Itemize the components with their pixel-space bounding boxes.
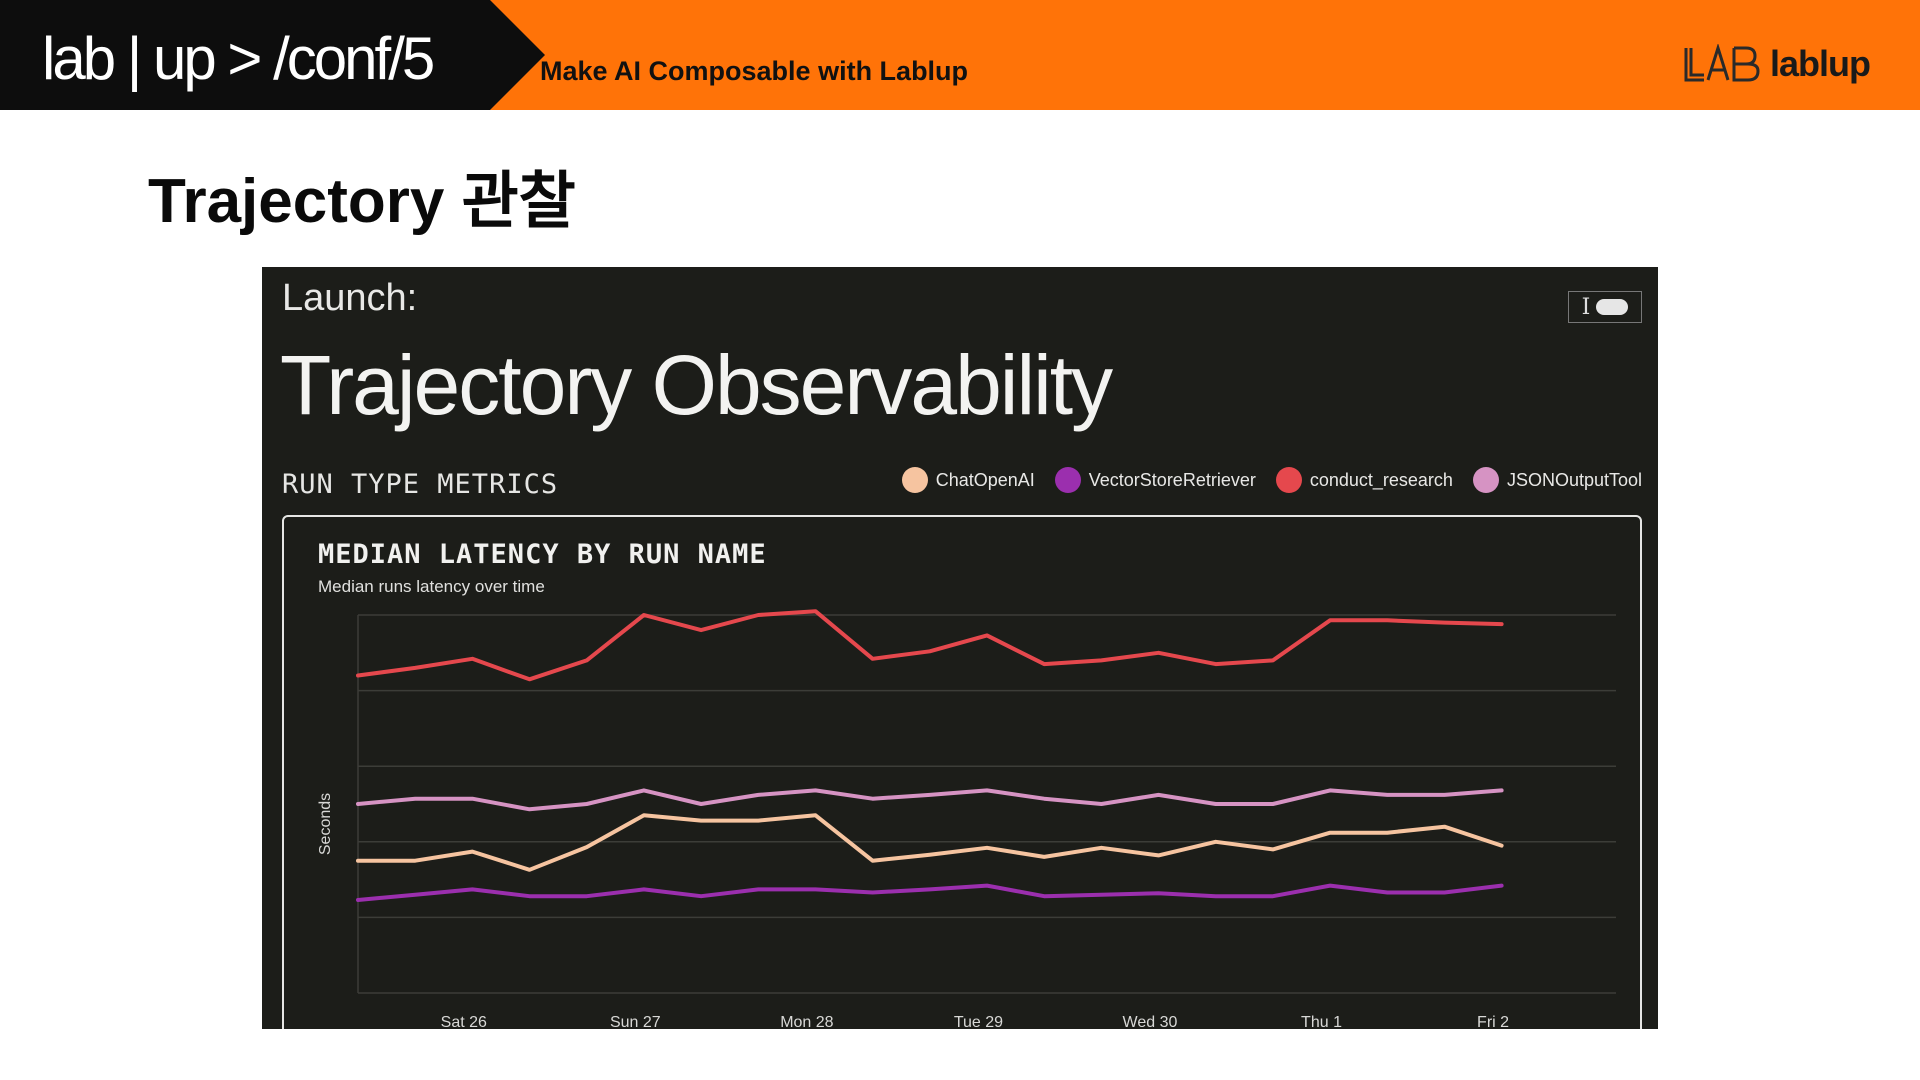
logo-text: lablup [1770, 43, 1871, 84]
slide-title: Trajectory 관찰 [148, 167, 576, 236]
chart-legend: ChatOpenAI VectorStoreRetriever conduct_… [901, 467, 1642, 493]
x-tick-label: Mon 28 [780, 1014, 833, 1029]
header-tagline: Make AI Composable with Lablup [540, 56, 969, 86]
legend-item-jsonoutputtool[interactable]: JSONOutputTool [1472, 467, 1642, 493]
series-line-vectorstoreretriever [356, 883, 1504, 902]
panel-title: Trajectory Observability [280, 338, 1113, 432]
chart-title: MEDIAN LATENCY BY RUN NAME [318, 539, 767, 570]
legend-label: JSONOutputTool [1506, 469, 1642, 490]
x-tick-label: Wed 30 [1123, 1014, 1178, 1029]
section-label: RUN TYPE METRICS [282, 469, 559, 500]
x-tick-label: Sun 27 [610, 1014, 661, 1029]
y-axis-label: Seconds [317, 793, 334, 855]
x-tick-label: Fri 2 [1477, 1014, 1509, 1029]
legend-dot-vectorstoreretriever [1054, 467, 1081, 493]
x-tick-label: Sat 26 [441, 1014, 487, 1029]
brand-block: lab | up > /conf/5 [0, 0, 545, 110]
launch-label: Launch: [282, 277, 418, 319]
latency-line-chart[interactable]: Seconds Sat 26 Sun 27 Mon 28 Tue 29 Wed 30 Thu… [284, 517, 1644, 1029]
legend-label: ChatOpenAI [935, 469, 1035, 490]
link-toggle-icon [1596, 299, 1629, 315]
brand-background [0, 0, 545, 110]
observability-panel: Launch: Trajectory Observability I RUN T… [262, 267, 1658, 1029]
corner-controls[interactable]: I [1568, 291, 1642, 323]
legend-item-vectorstoreretriever[interactable]: VectorStoreRetriever [1054, 467, 1256, 493]
text-cursor-icon: I [1581, 294, 1591, 320]
x-tick-label: Tue 29 [954, 1014, 1003, 1029]
latency-chart-card: MEDIAN LATENCY BY RUN NAME Median runs l… [282, 515, 1642, 1029]
legend-item-conduct-research[interactable]: conduct_research [1275, 467, 1453, 493]
legend-label: VectorStoreRetriever [1088, 469, 1256, 490]
series-line-conduct-research [356, 609, 1504, 682]
series-line-jsonoutputtool [356, 788, 1504, 812]
header-bar: lab | up > /conf/5 Make AI Composable wi… [0, 0, 1920, 110]
legend-dot-conduct-research [1275, 467, 1302, 493]
legend-item-chatopenai[interactable]: ChatOpenAI [901, 467, 1035, 493]
lablup-logo: lablup [1682, 42, 1871, 86]
legend-dot-chatopenai [901, 467, 928, 493]
chart-subtitle: Median runs latency over time [318, 577, 545, 596]
series-line-chatopenai [356, 813, 1504, 872]
x-tick-label: Thu 1 [1301, 1014, 1342, 1029]
brand-wordmark: lab | up > /conf/5 [42, 25, 435, 92]
lablup-logo-icon [1684, 44, 1760, 82]
legend-dot-jsonoutputtool [1472, 467, 1499, 493]
legend-label: conduct_research [1309, 469, 1453, 490]
